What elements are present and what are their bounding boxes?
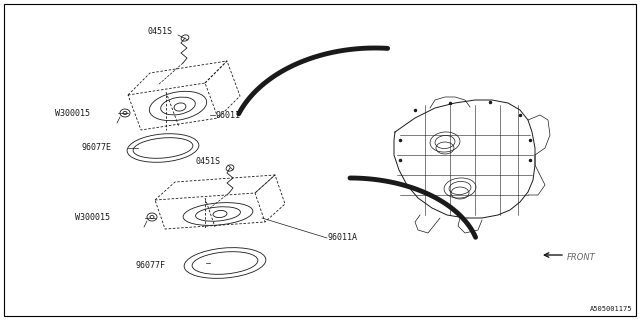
Text: 96011A: 96011A (328, 234, 358, 243)
Text: A505001175: A505001175 (589, 306, 632, 312)
Text: 96077F: 96077F (135, 260, 165, 269)
Text: 96011: 96011 (215, 110, 240, 119)
Text: 0451S: 0451S (195, 157, 220, 166)
Text: W300015: W300015 (75, 213, 110, 222)
Text: W300015: W300015 (55, 108, 90, 117)
Text: 0451S: 0451S (148, 28, 173, 36)
Text: FRONT: FRONT (567, 252, 596, 261)
Text: 96077E: 96077E (82, 143, 112, 153)
